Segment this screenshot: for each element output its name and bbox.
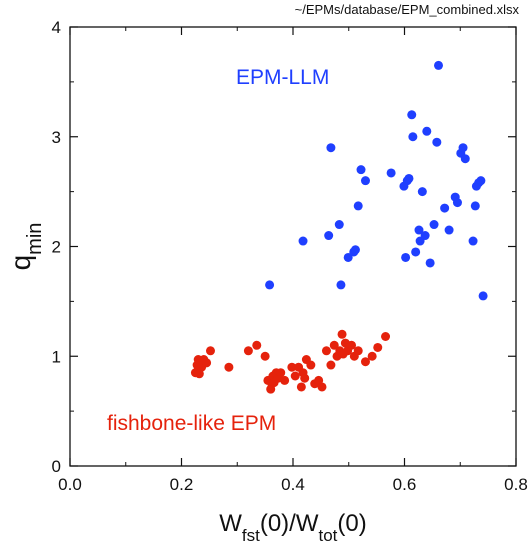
point-epm-llm xyxy=(470,201,480,211)
point-epm-llm xyxy=(356,165,366,175)
point-fishbone-like-epm xyxy=(360,357,370,367)
point-fishbone-like-epm xyxy=(317,382,327,392)
x-axis-label-sub2: tot xyxy=(319,526,338,544)
point-epm-llm xyxy=(334,220,344,230)
y-tick-label: 4 xyxy=(52,18,61,37)
point-epm-llm xyxy=(408,132,418,142)
point-epm-llm xyxy=(444,225,454,235)
y-tick-label: 0 xyxy=(52,457,61,476)
point-epm-llm xyxy=(386,168,396,178)
point-epm-llm xyxy=(360,176,370,186)
point-fishbone-like-epm xyxy=(329,340,339,350)
y-axis-label: qmin xyxy=(5,223,46,271)
point-fishbone-like-epm xyxy=(326,360,336,370)
point-epm-llm xyxy=(343,252,353,262)
point-epm-llm xyxy=(407,110,417,120)
point-fishbone-like-epm xyxy=(290,371,300,381)
point-epm-llm xyxy=(298,236,308,246)
point-epm-llm xyxy=(420,231,430,241)
point-epm-llm xyxy=(265,280,275,290)
y-axis-label-main: q xyxy=(5,255,36,271)
point-fishbone-like-epm xyxy=(202,358,212,368)
point-epm-llm xyxy=(432,137,442,147)
plot-frame xyxy=(69,26,517,467)
point-epm-llm xyxy=(476,176,486,186)
point-epm-llm xyxy=(478,291,488,301)
annotation-fishbone-like-epm: fishbone-like EPM xyxy=(107,412,276,435)
point-epm-llm xyxy=(425,258,435,268)
point-epm-llm xyxy=(353,201,363,211)
point-epm-llm xyxy=(422,126,432,136)
data-points xyxy=(190,60,488,394)
y-tick-labels: 0 1 2 3 4 xyxy=(52,18,61,476)
point-epm-llm xyxy=(414,225,424,235)
x-tick-label: 0.6 xyxy=(393,475,417,494)
point-epm-llm xyxy=(324,231,334,241)
point-epm-llm xyxy=(417,187,427,197)
point-epm-llm xyxy=(350,245,360,255)
x-axis-label-end: (0) xyxy=(337,510,366,537)
point-epm-llm xyxy=(404,173,414,183)
point-epm-llm xyxy=(401,252,411,262)
point-epm-llm xyxy=(440,203,450,213)
point-epm-llm xyxy=(458,143,468,153)
point-fishbone-like-epm xyxy=(243,346,253,356)
point-epm-llm xyxy=(429,220,439,230)
x-tick-label: 0.0 xyxy=(58,475,82,494)
point-fishbone-like-epm xyxy=(280,375,290,385)
point-fishbone-like-epm xyxy=(381,331,391,341)
x-axis-label: Wfst(0)/Wtot(0) xyxy=(219,510,367,544)
point-epm-llm xyxy=(336,280,346,290)
point-fishbone-like-epm xyxy=(321,346,331,356)
point-fishbone-like-epm xyxy=(306,360,316,370)
point-fishbone-like-epm xyxy=(337,329,347,339)
point-epm-llm xyxy=(434,60,444,70)
x-tick-label: 0.4 xyxy=(281,475,305,494)
annotation-epm-llm: EPM-LLM xyxy=(236,66,329,89)
x-axis-label-main: W xyxy=(219,510,242,537)
x-tick-labels: 0.0 0.2 0.4 0.6 0.8 xyxy=(58,475,528,494)
y-tick-label: 3 xyxy=(52,128,61,147)
point-fishbone-like-epm xyxy=(260,351,270,361)
point-fishbone-like-epm xyxy=(276,368,286,378)
point-fishbone-like-epm xyxy=(287,362,297,372)
point-fishbone-like-epm xyxy=(252,340,262,350)
axis-ticks xyxy=(69,26,517,467)
y-tick-label: 1 xyxy=(52,347,61,366)
point-fishbone-like-epm xyxy=(373,342,383,352)
point-epm-llm xyxy=(452,198,462,208)
point-fishbone-like-epm xyxy=(224,362,234,372)
y-axis-label-sub: min xyxy=(24,223,46,255)
point-fishbone-like-epm xyxy=(296,382,306,392)
point-fishbone-like-epm xyxy=(300,373,310,383)
x-tick-label: 0.2 xyxy=(170,475,194,494)
point-epm-llm xyxy=(411,247,421,257)
point-fishbone-like-epm xyxy=(347,340,357,350)
x-axis-label-sub1: fst xyxy=(242,526,260,544)
file-path-label: ~/EPMs/database/EPM_combined.xlsx xyxy=(294,2,519,17)
point-fishbone-like-epm xyxy=(367,351,377,361)
point-fishbone-like-epm xyxy=(205,346,215,356)
x-tick-label: 0.8 xyxy=(504,475,528,494)
point-fishbone-like-epm xyxy=(353,346,363,356)
y-tick-label: 2 xyxy=(52,238,61,257)
point-epm-llm xyxy=(460,154,470,164)
x-axis-label-mid: (0)/W xyxy=(260,510,319,537)
point-epm-llm xyxy=(326,143,336,153)
point-epm-llm xyxy=(468,236,478,246)
